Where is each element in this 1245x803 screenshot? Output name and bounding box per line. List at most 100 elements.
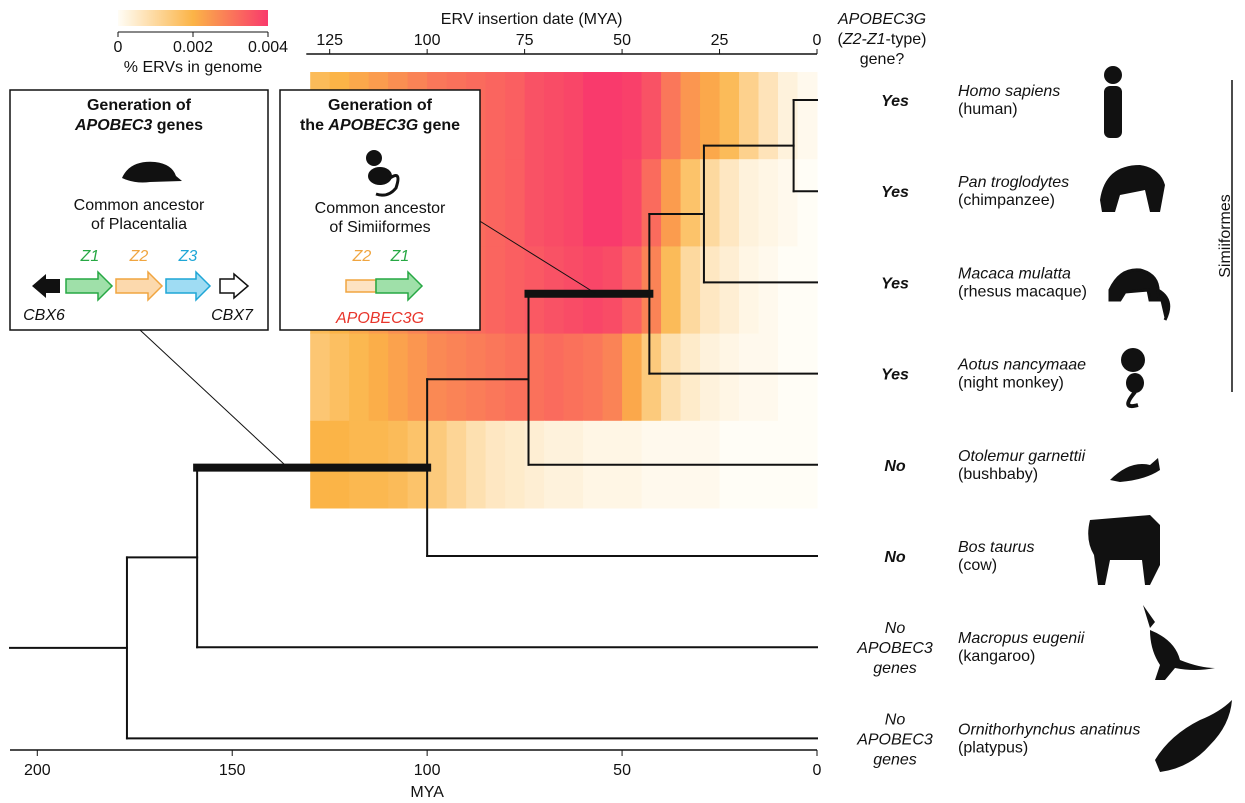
common-name: (kangaroo) <box>958 648 1035 665</box>
heat-cell <box>603 72 623 160</box>
title-part: APOBEC3G <box>327 117 418 134</box>
heat-cell <box>349 334 369 422</box>
x-tick-label: 50 <box>613 762 631 779</box>
species-name: Pan troglodytes <box>958 174 1069 191</box>
figure: Homo sapiens(human)YesPan troglodytes(ch… <box>0 0 1245 803</box>
heat-cell <box>310 334 330 422</box>
heat-cell <box>505 72 525 160</box>
heat-cell <box>661 72 681 160</box>
heat-cell <box>642 72 662 160</box>
species-name: Homo sapiens <box>958 83 1060 100</box>
answer: APOBEC3 <box>856 640 933 657</box>
callout-title: Generation of <box>87 97 192 114</box>
title-part: gene <box>418 117 460 134</box>
heat-cell <box>564 159 584 247</box>
heat-cell <box>447 334 467 422</box>
heat-cell <box>759 246 779 334</box>
heat-cell <box>544 159 564 247</box>
heat-cell <box>369 334 389 422</box>
gene-label: Z2 <box>129 248 149 265</box>
heat-cell <box>583 334 603 422</box>
callout-text: Common ancestor <box>315 200 446 217</box>
heat-cell <box>778 159 798 247</box>
heat-cell <box>778 334 798 422</box>
heat-cell <box>486 72 506 160</box>
heat-cell <box>525 72 545 160</box>
top-tick-label: 125 <box>316 32 343 49</box>
species-name: Bos taurus <box>958 539 1034 556</box>
heat-cell <box>505 421 525 509</box>
heat-cell <box>700 334 720 422</box>
heat-cell <box>720 246 740 334</box>
heat-cell <box>661 159 681 247</box>
heat-cell <box>466 421 486 509</box>
heat-cell <box>486 421 506 509</box>
heat-cell <box>486 159 506 247</box>
gene-label: Z2 <box>352 248 372 265</box>
header-line: gene? <box>860 51 905 68</box>
answer: Yes <box>881 93 909 110</box>
colorbar-tick-label: 0.002 <box>173 39 213 56</box>
callout-title: APOBEC3 genes <box>74 117 203 134</box>
top-tick-label: 50 <box>613 32 631 49</box>
x-tick-label: 100 <box>414 762 441 779</box>
heat-cell <box>583 72 603 160</box>
leader-line <box>140 330 285 465</box>
heat-cell <box>798 159 818 247</box>
answer: genes <box>873 660 917 677</box>
heat-cell <box>720 334 740 422</box>
answer: No <box>885 620 906 637</box>
gene-label: Z3 <box>178 248 198 265</box>
species-name: Macropus eugenii <box>958 630 1085 647</box>
header-line: APOBEC3G <box>837 11 926 28</box>
gene-label: CBX6 <box>23 307 65 324</box>
heat-cell <box>778 246 798 334</box>
colorbar-label: % ERVs in genome <box>124 59 263 76</box>
heat-cell <box>505 334 525 422</box>
common-name: (platypus) <box>958 739 1028 756</box>
answer: Yes <box>881 184 909 201</box>
heat-cell <box>427 334 447 422</box>
gene-segment <box>346 280 376 292</box>
heat-cell <box>408 334 428 422</box>
top-tick-label: 0 <box>813 32 822 49</box>
answer: No <box>884 458 906 475</box>
callout-title: the APOBEC3G gene <box>300 117 460 134</box>
heat-cell <box>739 246 759 334</box>
clade-label: Simiiformes <box>1217 194 1234 278</box>
heat-cell <box>661 334 681 422</box>
header-line: (Z2-Z1-type) <box>838 31 927 48</box>
heat-cell <box>564 72 584 160</box>
gene-product: APOBEC3G <box>335 310 424 327</box>
answer: Yes <box>881 367 909 384</box>
title-part: the <box>300 117 328 134</box>
answer: APOBEC3 <box>856 731 933 748</box>
gene-label: Z1 <box>390 248 410 265</box>
answer: Yes <box>881 275 909 292</box>
top-tick-label: 25 <box>711 32 729 49</box>
heat-cell <box>330 334 350 422</box>
callout-text: Common ancestor <box>74 197 205 214</box>
species-name: Macaca mulatta <box>958 265 1071 282</box>
heat-cell <box>720 159 740 247</box>
common-name: (bushbaby) <box>958 466 1038 483</box>
heat-cell <box>622 159 642 247</box>
heat-cell <box>759 159 779 247</box>
answer: No <box>885 711 906 728</box>
heat-cell <box>603 334 623 422</box>
colorbar-tick-label: 0.004 <box>248 39 288 56</box>
species-name: Ornithorhynchus anatinus <box>958 721 1140 738</box>
heat-cell <box>739 159 759 247</box>
heat-cell <box>681 72 701 160</box>
heat-cell <box>681 246 701 334</box>
colorbar <box>118 10 268 26</box>
common-name: (cow) <box>958 557 997 574</box>
heat-cell <box>622 334 642 422</box>
top-tick-label: 100 <box>414 32 441 49</box>
x-axis-label: MYA <box>410 784 444 801</box>
callout-text: of Simiiformes <box>329 219 430 236</box>
x-tick-label: 200 <box>24 762 51 779</box>
callout-text: of Placentalia <box>91 216 187 233</box>
heat-cell <box>564 334 584 422</box>
header-part: Z2-Z1 <box>842 31 886 48</box>
